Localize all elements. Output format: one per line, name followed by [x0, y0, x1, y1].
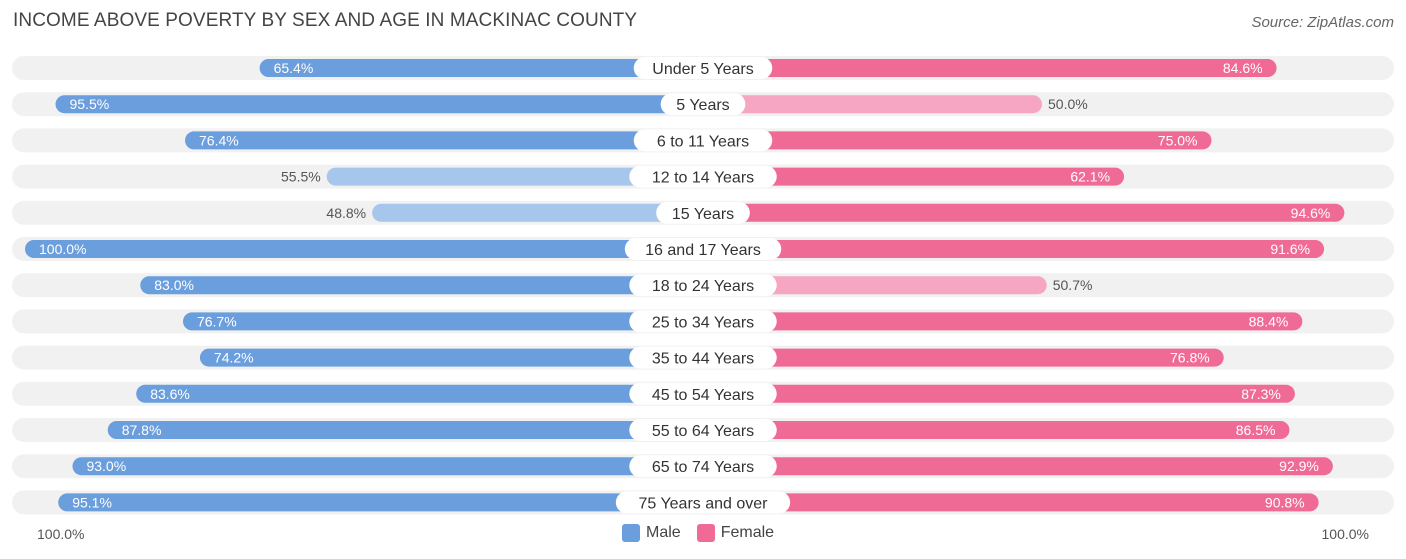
data-label-male: 100.0% [39, 241, 86, 257]
legend-item-female[interactable]: Female [696, 524, 775, 542]
bar-male[interactable] [58, 493, 704, 512]
legend-swatch-female [696, 524, 715, 542]
category-pill [633, 129, 773, 152]
bar-female[interactable] [703, 59, 1277, 77]
data-label-female: 75.0% [1158, 132, 1198, 148]
legend-label-female: Female [720, 524, 775, 541]
category-pill [624, 238, 782, 260]
bar-female[interactable] [703, 95, 1042, 114]
data-label-female: 87.3% [1241, 386, 1281, 402]
chart-area: 65.4% 84.6% Under 5 Years 95.5% 50.0% 5 Years… [12, 56, 1394, 515]
data-label-male: 76.7% [197, 313, 237, 329]
category-pill [629, 165, 777, 188]
data-label-female: 62.1% [1070, 169, 1110, 185]
bar-male[interactable] [259, 59, 703, 77]
bar-male[interactable] [199, 348, 703, 367]
bar-female[interactable] [703, 457, 1333, 476]
data-label-female: 94.6% [1291, 205, 1331, 221]
category-label: 45 to 54 Years [652, 387, 754, 404]
category-label: 25 to 34 Years [652, 314, 754, 331]
category-label: 55 to 64 Years [652, 423, 754, 440]
category-label: 5 Years [676, 97, 729, 114]
category-pill [629, 346, 777, 369]
category-pill [656, 201, 750, 224]
legend-label-male: Male [646, 524, 681, 541]
data-label-female: 88.4% [1249, 313, 1289, 329]
category-label: 15 Years [672, 206, 734, 223]
data-label-male: 83.6% [150, 386, 190, 402]
category-pill [629, 310, 777, 333]
bar-female[interactable] [703, 312, 1303, 331]
data-label-male: 93.0% [86, 458, 126, 474]
category-label: 65 to 74 Years [652, 459, 754, 476]
bar-male[interactable] [55, 95, 703, 114]
data-label-female: 86.5% [1236, 422, 1276, 438]
bar-female[interactable] [703, 348, 1224, 367]
category-label: 75 Years and over [639, 495, 769, 512]
bar-female[interactable] [703, 421, 1290, 439]
data-label-female: 76.8% [1170, 350, 1210, 366]
category-label: 35 to 44 Years [652, 351, 754, 368]
bar-female[interactable] [703, 276, 1047, 295]
category-label: 18 to 24 Years [652, 278, 754, 295]
chart-title: INCOME ABOVE POVERTY BY SEX AND AGE IN M… [13, 10, 638, 31]
category-label: Under 5 Years [652, 61, 753, 78]
bar-male[interactable] [326, 167, 703, 186]
legend: Male Female [622, 524, 790, 542]
bar-male[interactable] [185, 131, 703, 150]
data-label-male: 65.4% [274, 60, 314, 76]
bar-female[interactable] [703, 240, 1325, 258]
bar-female[interactable] [703, 131, 1212, 150]
data-label-male: 48.8% [326, 205, 366, 221]
bar-male[interactable] [372, 203, 703, 222]
category-label: 12 to 14 Years [652, 170, 754, 187]
category-label: 16 and 17 Years [645, 242, 761, 259]
bar-female[interactable] [703, 493, 1319, 512]
legend-item-male[interactable]: Male [622, 524, 681, 542]
bar-male[interactable] [25, 240, 703, 258]
legend-swatch-male [622, 524, 640, 542]
category-pill [633, 57, 773, 79]
data-label-male: 95.5% [70, 96, 110, 112]
bar-male[interactable] [182, 312, 703, 331]
data-label-female: 50.0% [1048, 96, 1088, 112]
category-pill [629, 419, 777, 441]
category-pill [629, 382, 777, 405]
data-label-female: 84.6% [1223, 60, 1263, 76]
source-note: Source: ZipAtlas.com [1251, 14, 1394, 31]
data-label-male: 74.2% [214, 350, 254, 366]
bar-male[interactable] [72, 457, 703, 476]
category-label: 6 to 11 Years [657, 133, 749, 150]
data-label-male: 83.0% [154, 277, 194, 293]
category-pill [629, 455, 777, 478]
axis-left-label: 100.0% [37, 526, 85, 542]
bar-female[interactable] [703, 167, 1125, 186]
category-pill [629, 274, 777, 297]
bar-male[interactable] [136, 384, 703, 403]
data-label-female: 91.6% [1270, 241, 1310, 257]
axis-right-label: 100.0% [1321, 526, 1369, 542]
bar-male[interactable] [140, 276, 703, 295]
data-label-male: 76.4% [199, 132, 239, 148]
data-label-male: 95.1% [72, 494, 112, 510]
bar-female[interactable] [703, 384, 1295, 403]
data-label-female: 90.8% [1265, 494, 1305, 510]
bar-male[interactable] [107, 421, 703, 439]
category-pill [660, 93, 746, 116]
category-pill [615, 491, 791, 514]
data-label-male: 87.8% [122, 422, 162, 438]
data-label-male: 55.5% [281, 169, 321, 185]
data-label-female: 92.9% [1279, 458, 1319, 474]
bar-female[interactable] [703, 203, 1345, 222]
data-label-female: 50.7% [1053, 277, 1093, 293]
